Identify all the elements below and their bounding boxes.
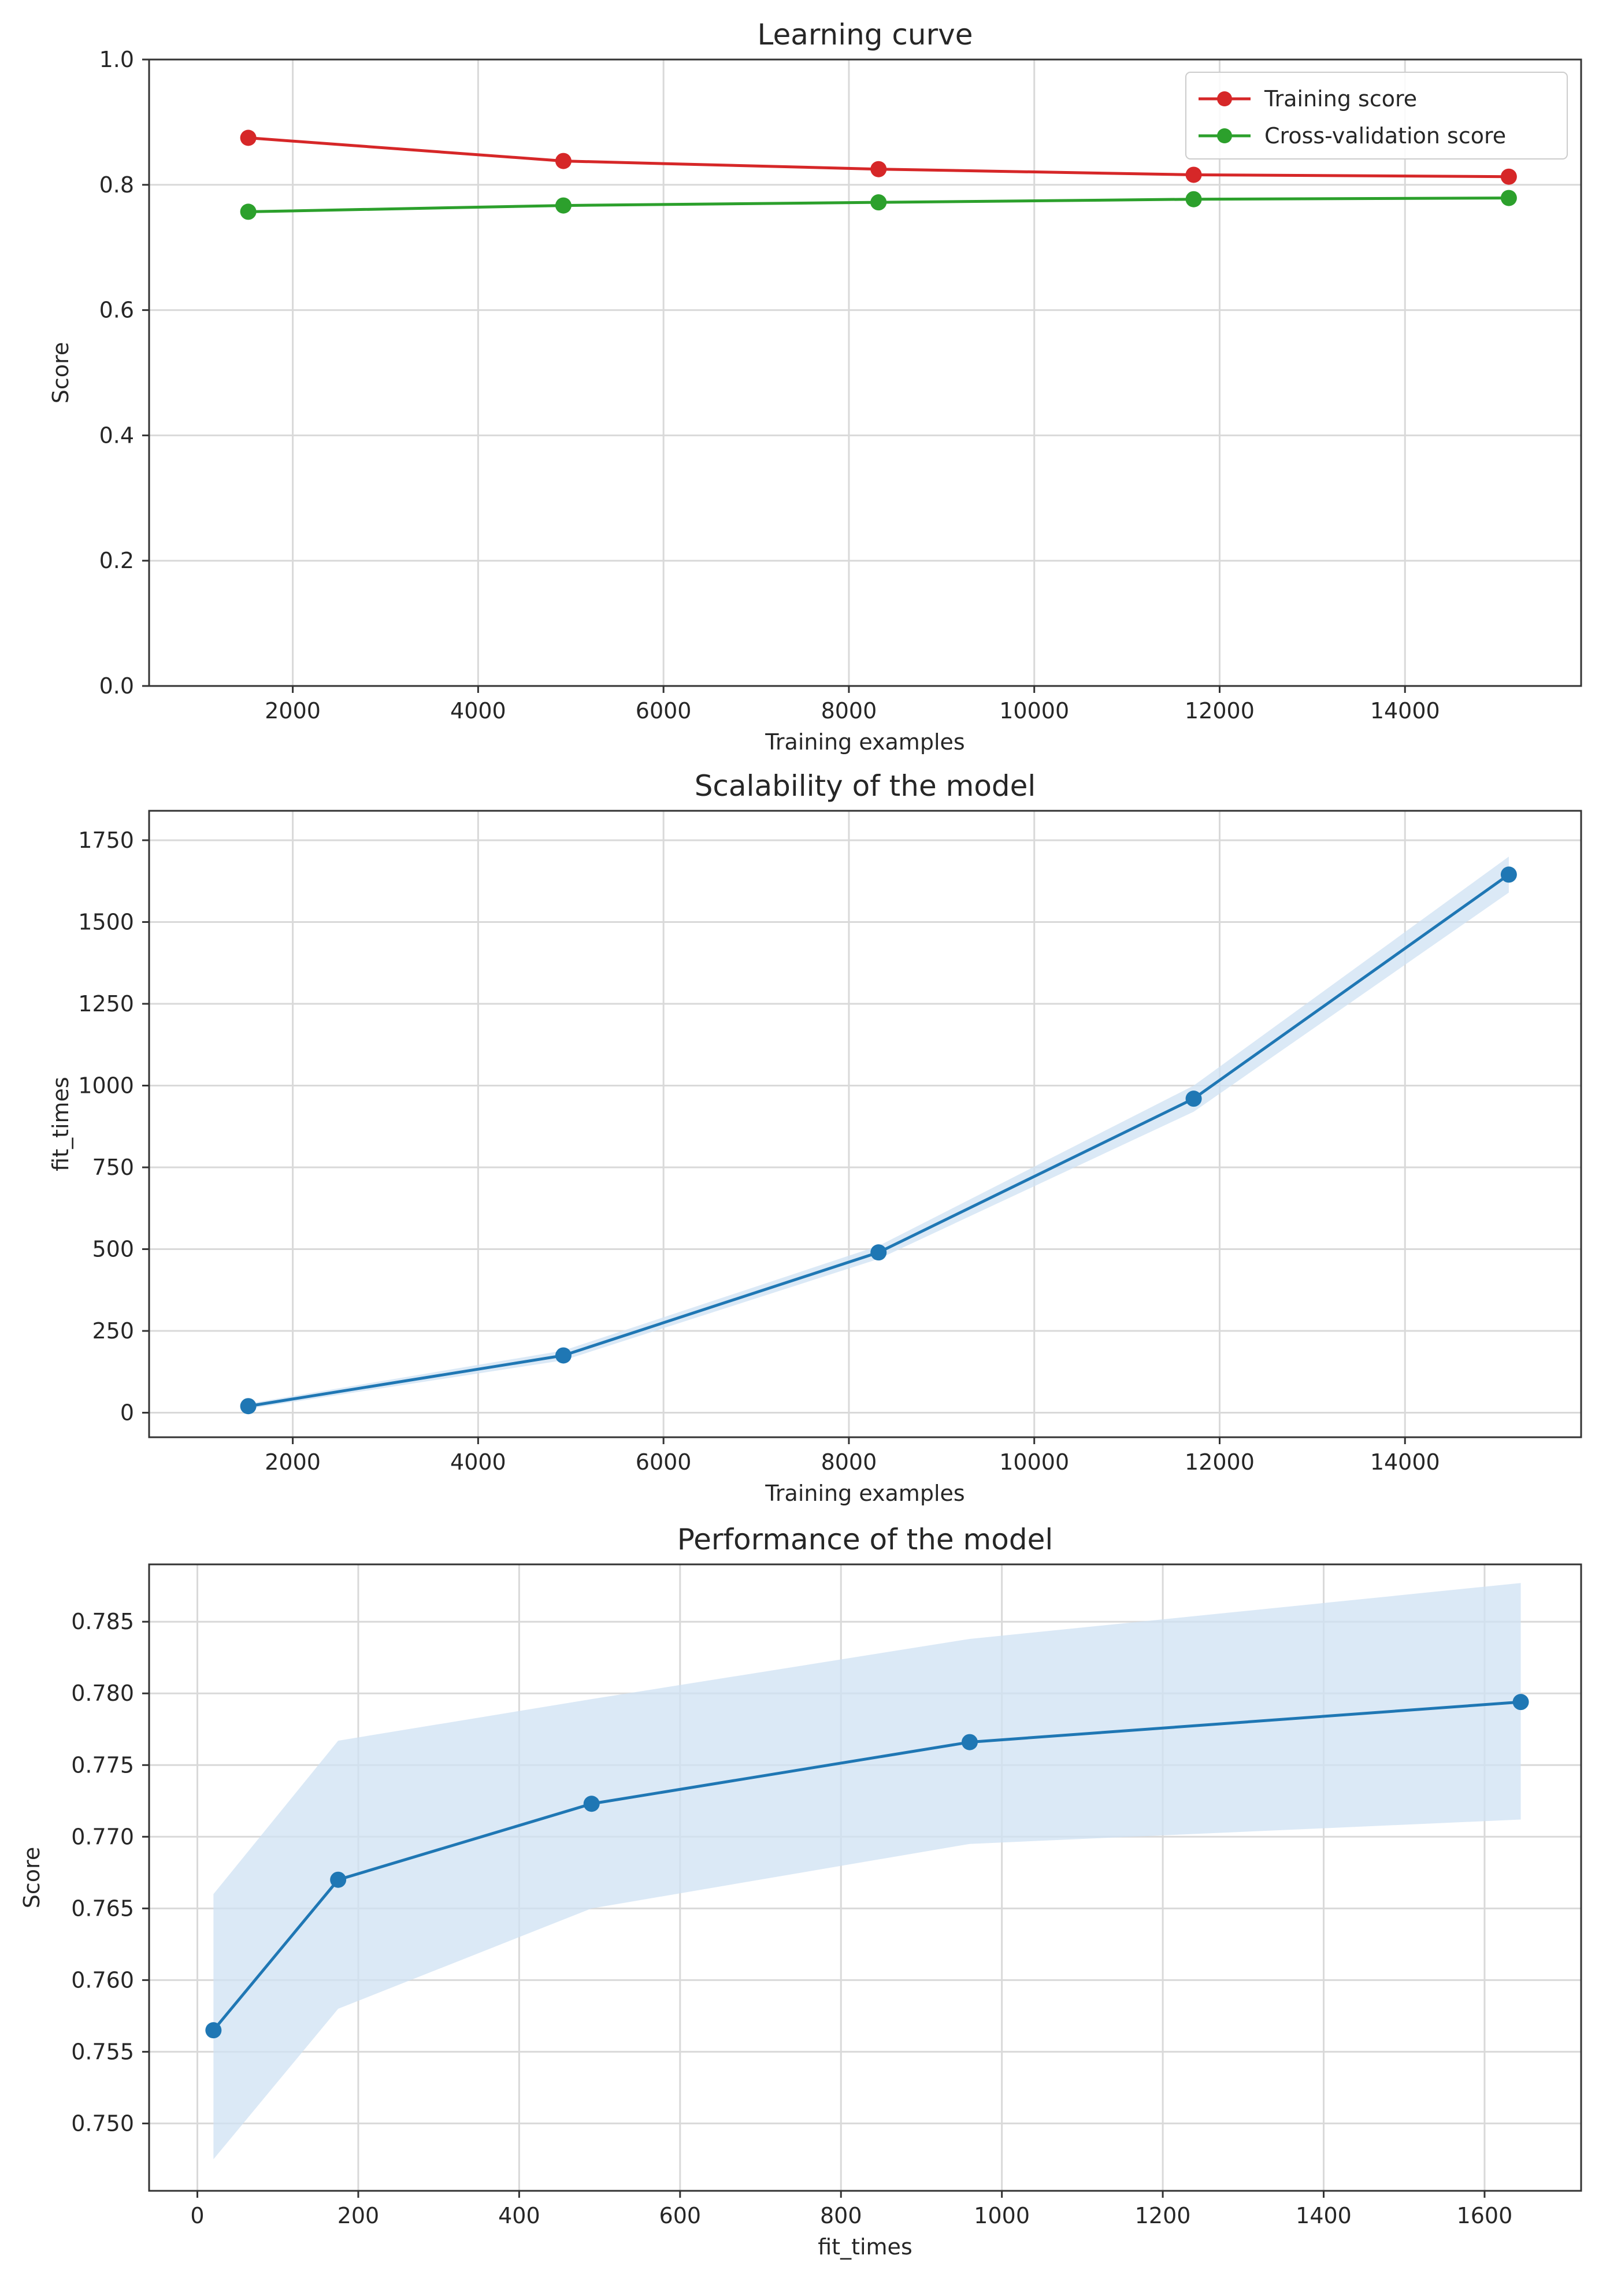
legend-marker	[1217, 91, 1232, 106]
y-tick-label: 0.0	[99, 673, 134, 699]
data-point	[555, 1347, 572, 1364]
y-tick-label: 0.785	[71, 1609, 134, 1634]
x-tick-label: 4000	[450, 1449, 506, 1475]
y-tick-label: 0.8	[99, 172, 134, 198]
y-tick-label: 750	[92, 1155, 134, 1180]
data-point	[961, 1734, 978, 1750]
legend-label: Cross-validation score	[1264, 123, 1506, 149]
y-tick-label: 250	[92, 1318, 134, 1344]
data-point	[555, 153, 572, 169]
data-point	[1185, 1090, 1202, 1107]
x-tick-label: 4000	[450, 698, 506, 724]
x-axis-label: Training examples	[765, 729, 964, 755]
data-point	[870, 194, 887, 211]
y-axis-label: fit_times	[48, 1077, 73, 1171]
axes-frame	[148, 1563, 1582, 2192]
x-tick-label: 12000	[1185, 1449, 1255, 1475]
data-point	[1185, 166, 1202, 183]
y-axis-label: Score	[48, 342, 73, 403]
data-point	[1500, 190, 1517, 206]
y-tick-label: 1000	[78, 1073, 134, 1098]
legend-marker	[1217, 128, 1232, 143]
data-point	[870, 161, 887, 177]
plot-area	[149, 60, 1581, 686]
y-tick-label: 0.770	[71, 1824, 134, 1849]
x-tick-label: 12000	[1185, 698, 1255, 724]
x-tick-label: 1200	[1135, 2203, 1191, 2228]
data-point	[240, 1398, 257, 1415]
legend-box	[1185, 72, 1568, 160]
x-tick-label: 1600	[1457, 2203, 1513, 2228]
x-tick-label: 2000	[265, 698, 321, 724]
y-tick-label: 0.780	[71, 1681, 134, 1706]
plot-area	[149, 811, 1581, 1437]
axes-frame	[148, 810, 1582, 1438]
x-axis-label: Training examples	[765, 1481, 964, 1506]
data-point	[240, 129, 257, 146]
data-point	[205, 2022, 222, 2039]
performance-panel: 0 200 400 600 800 1000 1200 1400 1600 0.750 0.755 0…	[19, 1523, 1582, 2260]
x-tick-label: 14000	[1370, 698, 1440, 724]
y-tick-label: 0	[120, 1400, 134, 1426]
x-tick-label: 2000	[265, 1449, 321, 1475]
x-tick-label: 1400	[1296, 2203, 1352, 2228]
data-point	[330, 1871, 347, 1888]
y-tick-label: 0.4	[99, 422, 134, 448]
x-tick-label: 8000	[821, 698, 877, 724]
y-tick-label: 0.755	[71, 2039, 134, 2064]
y-tick-label: 0.750	[71, 2110, 134, 2136]
x-tick-label: 200	[337, 2203, 380, 2228]
x-tick-label: 6000	[636, 698, 692, 724]
x-tick-label: 0	[190, 2203, 204, 2228]
data-point	[240, 203, 257, 220]
y-tick-label: 1750	[78, 828, 134, 853]
chart-title: Scalability of the model	[695, 769, 1036, 803]
x-tick-label: 10000	[999, 698, 1069, 724]
chart-title: Performance of the model	[677, 1523, 1053, 1556]
y-tick-label: 1250	[78, 991, 134, 1017]
x-tick-label: 6000	[636, 1449, 692, 1475]
y-tick-label: 1500	[78, 909, 134, 934]
y-tick-label: 0.760	[71, 1967, 134, 1993]
chart-title: Learning curve	[757, 18, 973, 51]
y-tick-label: 500	[92, 1237, 134, 1262]
x-tick-label: 8000	[821, 1449, 877, 1475]
axes-frame	[148, 58, 1582, 687]
y-tick-label: 0.775	[71, 1752, 134, 1778]
legend-label: Training score	[1264, 86, 1417, 112]
learning-curve-panel: 2000 4000 6000 8000 10000 12000 14000 0.0 0.2 0.4…	[48, 18, 1582, 755]
x-tick-label: 10000	[999, 1449, 1069, 1475]
data-point	[555, 197, 572, 214]
x-tick-label: 800	[820, 2203, 862, 2228]
y-tick-label: 0.765	[71, 1896, 134, 1921]
x-tick-label: 600	[659, 2203, 702, 2228]
x-tick-label: 400	[498, 2203, 540, 2228]
scalability-panel: 2000 4000 6000 8000 10000 12000 14000 0 250 500 75…	[48, 769, 1582, 1506]
data-point	[1500, 168, 1517, 185]
x-axis-label: fit_times	[818, 2234, 912, 2260]
y-tick-label: 0.6	[99, 298, 134, 323]
y-tick-label: 1.0	[99, 47, 134, 72]
x-tick-label: 1000	[974, 2203, 1030, 2228]
data-point	[583, 1796, 600, 1812]
x-tick-label: 14000	[1370, 1449, 1440, 1475]
y-axis-label: Score	[19, 1847, 44, 1908]
data-point	[1500, 866, 1517, 883]
data-point	[1512, 1694, 1529, 1711]
data-point	[870, 1244, 887, 1261]
y-tick-label: 0.2	[99, 548, 134, 573]
data-point	[1185, 191, 1202, 207]
